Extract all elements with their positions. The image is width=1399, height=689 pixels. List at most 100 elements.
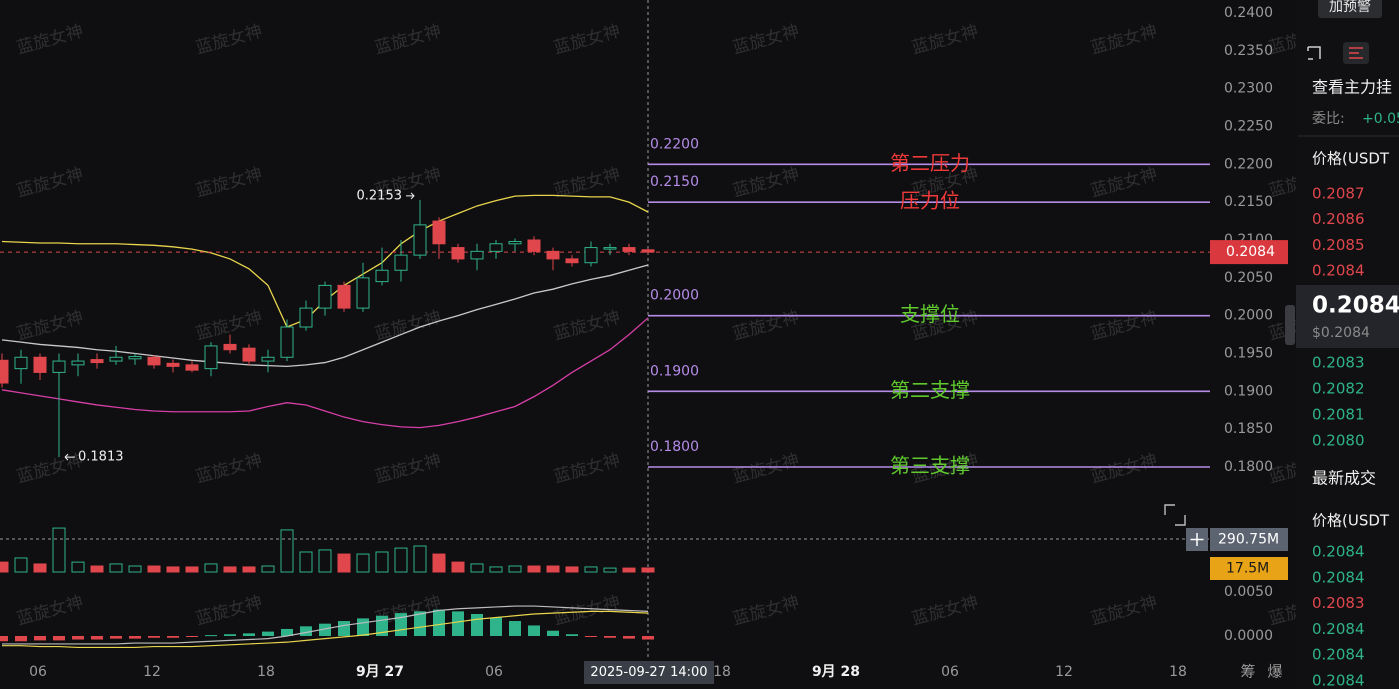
candle-body bbox=[166, 362, 180, 367]
candle-body bbox=[242, 347, 256, 362]
collapse-tab[interactable] bbox=[1285, 305, 1295, 345]
macd-bar bbox=[34, 636, 46, 641]
ask-price: 0.2084 bbox=[1312, 262, 1365, 280]
candle-body bbox=[546, 250, 560, 260]
y-tick-label: 0.1850 bbox=[1224, 421, 1273, 437]
x-tick-label: 9月 27 bbox=[356, 664, 404, 680]
candle-body bbox=[413, 224, 427, 256]
macd-line bbox=[2, 610, 649, 649]
icon-book[interactable] bbox=[1349, 47, 1363, 59]
candle-body bbox=[527, 239, 541, 252]
macd-bar bbox=[490, 617, 502, 636]
volume-bar bbox=[546, 565, 560, 573]
macd-bar bbox=[566, 634, 578, 636]
liquidations-button[interactable]: 爆 bbox=[1267, 663, 1282, 681]
bid-price: 0.2081 bbox=[1312, 406, 1365, 424]
volume-bar bbox=[242, 566, 256, 573]
expand-corners[interactable] bbox=[1164, 504, 1186, 526]
y-tick-label: 0.2350 bbox=[1224, 43, 1273, 59]
volume-bar bbox=[204, 563, 218, 573]
level-value: 0.2200 bbox=[650, 136, 699, 152]
level-value: 0.1800 bbox=[650, 439, 699, 455]
macd-tick-label: 0.0050 bbox=[1224, 584, 1273, 600]
macd-bar bbox=[0, 636, 8, 642]
crosshair-time-tag bbox=[584, 661, 714, 684]
volume-bar bbox=[375, 551, 389, 573]
trade-price: 0.2084 bbox=[1312, 646, 1365, 664]
volume-bar bbox=[337, 553, 351, 573]
candle-body bbox=[375, 269, 389, 283]
macd-bar bbox=[585, 636, 597, 637]
macd-bar bbox=[72, 636, 84, 640]
x-tick-label: 12 bbox=[1055, 664, 1073, 680]
level-text: 压力位 bbox=[900, 189, 960, 213]
candle-body bbox=[128, 356, 142, 360]
volume-bar bbox=[280, 529, 294, 573]
x-tick-label: 18 bbox=[713, 664, 731, 680]
ratio-label: 委比: bbox=[1312, 111, 1345, 127]
ask-price: 0.2085 bbox=[1312, 236, 1365, 254]
macd-bar bbox=[243, 633, 255, 636]
trade-price: 0.2084 bbox=[1312, 543, 1365, 561]
alert-button-bg[interactable] bbox=[1318, 0, 1382, 18]
toolbar-icons[interactable] bbox=[1307, 42, 1369, 64]
volume-bar bbox=[223, 566, 237, 573]
y-tick-label: 0.2200 bbox=[1224, 156, 1273, 172]
candle-body bbox=[147, 356, 161, 366]
y-tick-label: 0.2000 bbox=[1224, 308, 1273, 324]
macd-bar bbox=[338, 621, 350, 636]
volume-bar bbox=[166, 566, 180, 573]
candle-body bbox=[394, 254, 408, 271]
macd-bar bbox=[433, 609, 445, 636]
volume-bar bbox=[565, 566, 579, 573]
candle-body bbox=[451, 247, 465, 260]
volume-current-label: 17.5M bbox=[1226, 561, 1269, 577]
last-price-usd: $0.2084 bbox=[1312, 325, 1370, 341]
main-orders[interactable]: 查看主力挂 bbox=[1312, 78, 1392, 97]
expand-icon[interactable] bbox=[1164, 504, 1186, 526]
band-line bbox=[1, 264, 649, 368]
macd-bar bbox=[224, 634, 236, 636]
x-tick-label: 06 bbox=[29, 664, 47, 680]
level-text: 第三支撑 bbox=[890, 454, 970, 478]
candle-body bbox=[489, 243, 503, 252]
volume-bar bbox=[432, 553, 446, 573]
candle-body bbox=[185, 364, 199, 371]
candle-body bbox=[0, 359, 9, 384]
y-tick-label: 0.2400 bbox=[1224, 5, 1273, 21]
macd-bar bbox=[91, 636, 103, 640]
y-tick-label: 0.2300 bbox=[1224, 81, 1273, 97]
volume-bar bbox=[90, 565, 104, 573]
macd-bar bbox=[53, 636, 65, 641]
level-value: 0.2150 bbox=[650, 174, 699, 190]
candle-body bbox=[204, 345, 218, 370]
macd-bar bbox=[528, 625, 540, 636]
volume-bar bbox=[52, 527, 66, 573]
y-tick-label: 0.2250 bbox=[1224, 119, 1273, 135]
volume-bar bbox=[394, 547, 408, 573]
macd-bar bbox=[281, 628, 293, 636]
volume-bar bbox=[470, 563, 484, 573]
trades-title[interactable]: 最新成交 bbox=[1312, 469, 1376, 488]
macd-line bbox=[2, 605, 649, 645]
macd-bar bbox=[414, 611, 426, 636]
bid-price: 0.2080 bbox=[1312, 432, 1365, 450]
macd-bar bbox=[167, 636, 179, 638]
macd-bar bbox=[186, 636, 198, 637]
chips-button[interactable]: 筹 bbox=[1240, 663, 1255, 681]
alert-button[interactable]: 加预警 bbox=[1329, 0, 1371, 15]
volume-current-tag bbox=[1210, 557, 1288, 580]
icon-popout[interactable] bbox=[1307, 46, 1321, 60]
macd-bar bbox=[300, 626, 312, 636]
macd-bar bbox=[452, 611, 464, 636]
ask-price: 0.2086 bbox=[1312, 210, 1365, 228]
level-value: 0.1900 bbox=[650, 363, 699, 379]
annotation-label: 0.2153 bbox=[357, 188, 403, 203]
macd-bar bbox=[642, 636, 654, 640]
x-tick-label: 9月 28 bbox=[812, 664, 860, 680]
macd-bar bbox=[205, 635, 217, 637]
volume-bar bbox=[489, 566, 503, 573]
